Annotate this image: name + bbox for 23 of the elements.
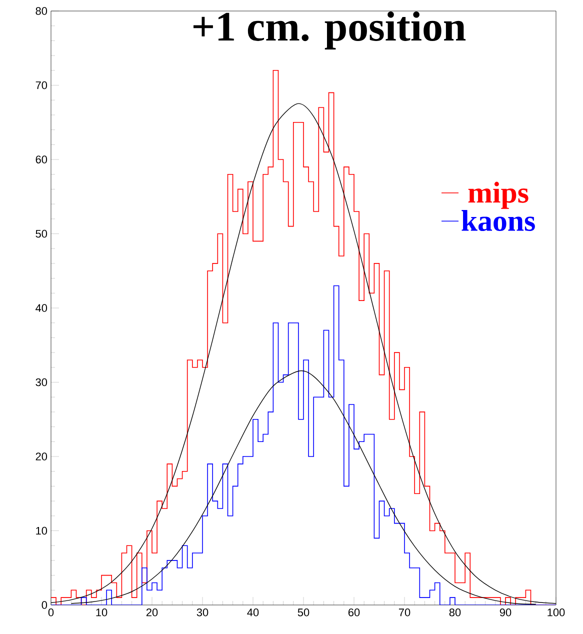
y-tick-label: 70 <box>36 81 48 90</box>
x-tick-label: 30 <box>196 608 208 616</box>
y-tick-label: 80 <box>36 7 48 15</box>
y-tick-label: 10 <box>36 526 48 535</box>
y-tick-label: 0 <box>42 601 48 609</box>
x-tick-label: 0 <box>48 608 54 616</box>
x-tick-label: 10 <box>96 608 108 616</box>
x-tick-label: 50 <box>298 608 310 616</box>
x-tick-label: 60 <box>348 608 360 616</box>
y-tick-label: 20 <box>36 452 48 460</box>
legend-label: kaons <box>462 210 535 232</box>
x-tick-label: 70 <box>398 608 410 616</box>
x-tick-label: 90 <box>500 608 512 616</box>
y-tick-label: 50 <box>36 230 48 238</box>
x-tick-label: 80 <box>449 608 461 616</box>
legend-label: mips <box>468 182 528 209</box>
chart-title: +1 cm. position <box>193 12 466 50</box>
x-tick-label: 40 <box>247 608 259 616</box>
x-tick-label: 20 <box>146 608 158 616</box>
x-tick-label: 100 <box>548 608 565 616</box>
y-tick-label: 30 <box>36 378 48 386</box>
y-tick-label: 40 <box>36 304 48 312</box>
y-tick-label: 60 <box>36 156 48 164</box>
